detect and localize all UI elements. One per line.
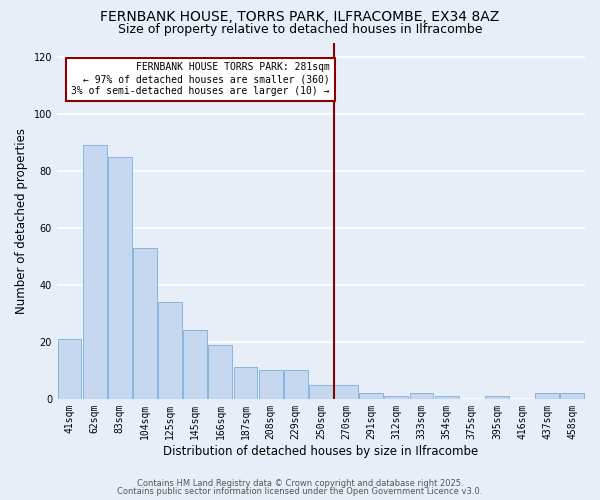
Bar	[108, 156, 132, 399]
Bar	[133, 248, 157, 399]
X-axis label: Distribution of detached houses by size in Ilfracombe: Distribution of detached houses by size …	[163, 444, 479, 458]
Bar	[485, 396, 509, 399]
Bar	[535, 393, 559, 399]
Text: Contains public sector information licensed under the Open Government Licence v3: Contains public sector information licen…	[118, 487, 482, 496]
Bar	[259, 370, 283, 399]
Text: FERNBANK HOUSE, TORRS PARK, ILFRACOMBE, EX34 8AZ: FERNBANK HOUSE, TORRS PARK, ILFRACOMBE, …	[100, 10, 500, 24]
Bar	[385, 396, 409, 399]
Bar	[435, 396, 458, 399]
Bar	[208, 344, 232, 399]
Bar	[284, 370, 308, 399]
Bar	[334, 384, 358, 399]
Y-axis label: Number of detached properties: Number of detached properties	[15, 128, 28, 314]
Text: Contains HM Land Registry data © Crown copyright and database right 2025.: Contains HM Land Registry data © Crown c…	[137, 478, 463, 488]
Bar	[158, 302, 182, 399]
Bar	[410, 393, 433, 399]
Bar	[233, 368, 257, 399]
Bar	[83, 145, 107, 399]
Bar	[309, 384, 333, 399]
Bar	[58, 339, 82, 399]
Text: FERNBANK HOUSE TORRS PARK: 281sqm
← 97% of detached houses are smaller (360)
3% : FERNBANK HOUSE TORRS PARK: 281sqm ← 97% …	[71, 62, 330, 96]
Bar	[183, 330, 207, 399]
Bar	[560, 393, 584, 399]
Text: Size of property relative to detached houses in Ilfracombe: Size of property relative to detached ho…	[118, 22, 482, 36]
Bar	[359, 393, 383, 399]
